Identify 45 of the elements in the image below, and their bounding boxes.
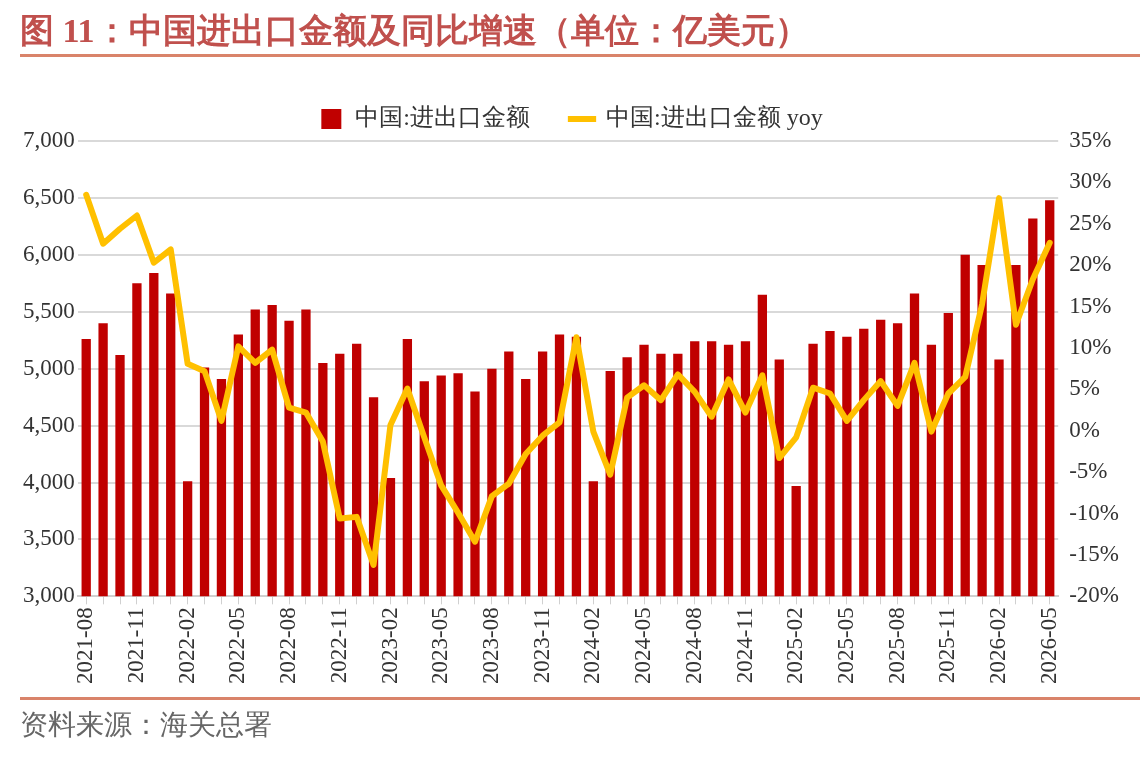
y2-tick-label: 25% xyxy=(1069,209,1112,235)
y2-tick-label: 15% xyxy=(1069,292,1112,318)
y2-tick-label: -15% xyxy=(1069,540,1120,566)
y2-tick-label: 5% xyxy=(1069,375,1100,401)
y-tick-label: 4,500 xyxy=(23,411,75,437)
x-tick-label: 2026-02 xyxy=(985,607,1011,685)
x-tick-label: 2024-08 xyxy=(680,607,706,685)
y2-tick-label: 10% xyxy=(1069,334,1112,360)
legend-label: 中国:进出口金额 xyxy=(355,104,530,131)
x-tick-label: 2025-05 xyxy=(832,607,858,685)
chart-title: 图 11：中国进出口金额及同比增速（单位：亿美元） xyxy=(20,0,1140,57)
x-tick-label: 2022-02 xyxy=(173,607,199,685)
x-tick-label: 2026-05 xyxy=(1035,607,1061,685)
text: 资料来源：海关总署 xyxy=(20,697,1140,744)
y2-tick-label: -5% xyxy=(1069,458,1108,484)
x-tick-label: 2022-11 xyxy=(325,607,351,684)
x-tick-label: 2023-02 xyxy=(376,607,402,685)
y-tick-label: 7,000 xyxy=(23,127,75,153)
y-tick-label: 3,000 xyxy=(23,582,75,608)
y-tick-label: 6,500 xyxy=(23,183,75,209)
y2-tick-label: -20% xyxy=(1069,582,1120,608)
y2-tick-label: -10% xyxy=(1069,499,1120,525)
x-tick-label: 2023-05 xyxy=(427,607,453,685)
y-tick-label: 5,000 xyxy=(23,354,75,380)
x-tick-label: 2025-08 xyxy=(883,607,909,685)
x-tick-label: 2023-11 xyxy=(528,607,554,684)
x-tick-label: 2024-11 xyxy=(731,607,757,684)
x-tick-label: 2021-11 xyxy=(122,607,148,684)
y-tick-label: 4,000 xyxy=(23,468,75,494)
x-tick-label: 2023-08 xyxy=(477,607,503,685)
x-tick-label: 2025-02 xyxy=(782,607,808,685)
y-tick-label: 5,500 xyxy=(23,297,75,323)
x-tick-label: 2021-08 xyxy=(72,607,98,685)
y-tick-label: 6,000 xyxy=(23,240,75,266)
x-tick-label: 2025-11 xyxy=(934,607,960,684)
y2-tick-label: 30% xyxy=(1069,168,1112,194)
y2-tick-label: 0% xyxy=(1069,416,1100,442)
y-tick-label: 3,500 xyxy=(23,525,75,551)
y2-tick-label: 20% xyxy=(1069,251,1112,277)
x-tick-label: 2024-02 xyxy=(579,607,605,685)
y2-tick-label: 35% xyxy=(1069,127,1112,153)
x-tick-label: 2024-05 xyxy=(630,607,656,685)
x-tick-label: 2022-08 xyxy=(275,607,301,685)
x-tick-label: 2022-05 xyxy=(224,607,250,685)
legend-label: 中国:进出口金额 yoy xyxy=(606,104,823,131)
